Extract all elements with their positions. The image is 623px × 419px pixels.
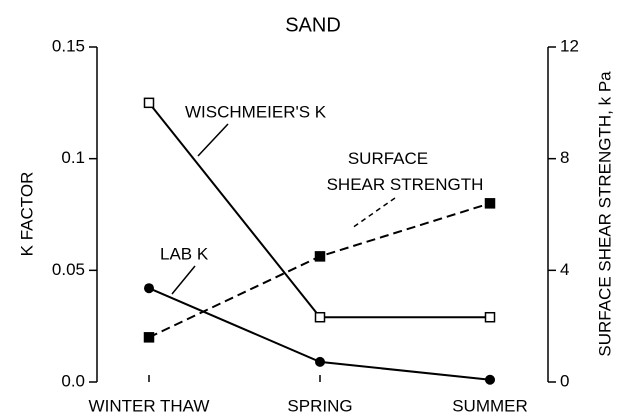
series-label: LAB K <box>160 244 209 263</box>
y-tick-label: 0.0 <box>61 371 85 390</box>
y2-tick-label: 4 <box>560 260 569 279</box>
marker <box>143 332 155 343</box>
leader <box>171 265 196 295</box>
marker <box>315 356 325 367</box>
marker <box>144 283 154 294</box>
chart-title: SAND <box>285 14 341 36</box>
x-tick-label: WINTER THAW <box>89 396 210 415</box>
series-line <box>148 102 490 319</box>
marker <box>485 374 495 385</box>
leader <box>351 197 396 229</box>
y-tick-label: 0.1 <box>61 148 85 167</box>
marker <box>484 198 496 209</box>
y2-tick-label: 8 <box>560 148 569 167</box>
series-label: WISCHMEIER'S K <box>185 102 327 121</box>
marker <box>314 251 326 262</box>
leader <box>197 123 229 157</box>
series-label: SURFACE SHEAR STRENGTH <box>327 149 484 194</box>
x-tick-label: SPRING <box>287 396 352 415</box>
y2-axis-label: SURFACE SHEAR STRENGTH, k Pa <box>595 71 614 357</box>
y-tick-label: 0.15 <box>52 36 85 55</box>
marker <box>314 311 326 323</box>
y-tick-label: 0.05 <box>52 260 85 279</box>
y2-tick-label: 0 <box>560 371 569 390</box>
marker <box>484 311 496 323</box>
marker <box>143 97 155 109</box>
x-tick-label: SUMMER <box>452 396 528 415</box>
y2-tick-label: 12 <box>560 36 579 55</box>
y-axis-label: K FACTOR <box>17 172 36 257</box>
